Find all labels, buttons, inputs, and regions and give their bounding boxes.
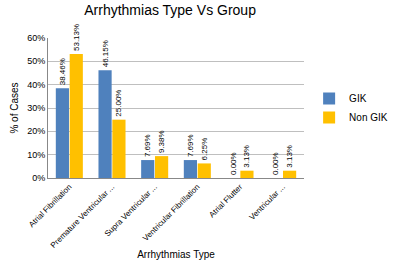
svg-text:Arrhythmias Type Vs Group: Arrhythmias Type Vs Group (84, 2, 256, 18)
svg-text:GIK: GIK (349, 93, 367, 104)
svg-text:0.00%: 0.00% (271, 152, 280, 175)
svg-text:0.00%: 0.00% (229, 152, 238, 175)
svg-text:25.00%: 25.00% (114, 90, 123, 117)
svg-text:60%: 60% (27, 33, 45, 43)
svg-text:30%: 30% (27, 103, 45, 113)
svg-text:53.13%: 53.13% (72, 24, 81, 51)
svg-text:6.25%: 6.25% (200, 138, 209, 161)
svg-text:Arrhythmias Type: Arrhythmias Type (137, 249, 215, 260)
svg-text:% of Cases: % of Cases (9, 82, 20, 133)
svg-text:Ventricular Fibrillation: Ventricular Fibrillation (141, 182, 201, 242)
svg-text:Premature Ventricular ...: Premature Ventricular ... (49, 182, 116, 249)
svg-text:10%: 10% (27, 150, 45, 160)
svg-text:3.13%: 3.13% (242, 145, 251, 168)
svg-text:0%: 0% (32, 173, 45, 183)
svg-text:Atrial Fibrillation: Atrial Fibrillation (27, 182, 74, 229)
svg-text:50%: 50% (27, 56, 45, 66)
svg-text:Atrial Flutter: Atrial Flutter (207, 182, 244, 219)
svg-text:Non GIK: Non GIK (349, 112, 388, 123)
svg-text:7.69%: 7.69% (186, 134, 195, 157)
svg-text:38.46%: 38.46% (58, 58, 67, 85)
svg-text:9.38%: 9.38% (157, 130, 166, 153)
svg-text:20%: 20% (27, 126, 45, 136)
svg-text:46.15%: 46.15% (101, 40, 110, 67)
svg-text:40%: 40% (27, 80, 45, 90)
svg-text:3.13%: 3.13% (285, 145, 294, 168)
svg-text:Ventricular ...: Ventricular ... (248, 182, 287, 221)
svg-text:7.69%: 7.69% (143, 134, 152, 157)
svg-text:Supra Ventricular ...: Supra Ventricular ... (103, 182, 159, 238)
